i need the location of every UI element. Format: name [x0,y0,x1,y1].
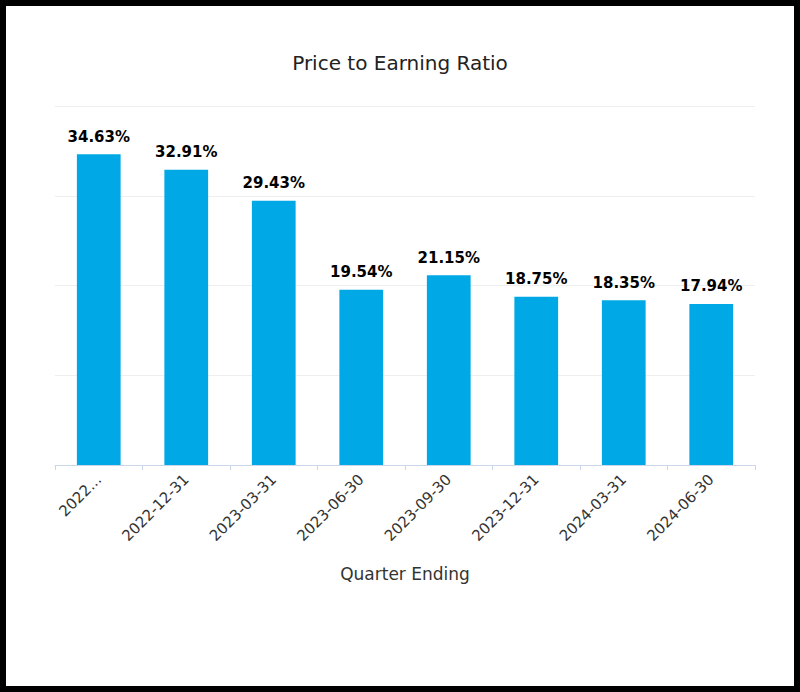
svg-text:2023-09-30: 2023-09-30 [381,471,455,545]
svg-text:18.35%: 18.35% [593,274,655,292]
svg-text:21.15%: 21.15% [418,249,480,267]
svg-text:19.54%: 19.54% [330,263,392,281]
svg-text:17.94%: 17.94% [680,277,742,295]
svg-text:2022...: 2022... [55,471,105,521]
svg-text:Quarter Ending: Quarter Ending [340,564,470,584]
svg-text:Price to Earning Ratio: Price to Earning Ratio [292,51,508,75]
svg-text:2022-12-31: 2022-12-31 [118,471,192,545]
svg-text:34.63%: 34.63% [68,128,130,146]
svg-text:32.91%: 32.91% [155,143,217,161]
svg-text:2024-03-31: 2024-03-31 [556,471,630,545]
svg-text:2023-12-31: 2023-12-31 [468,471,542,545]
svg-text:2023-06-30: 2023-06-30 [293,471,367,545]
svg-text:18.75%: 18.75% [505,270,567,288]
svg-text:2023-03-31: 2023-03-31 [206,471,280,545]
svg-text:29.43%: 29.43% [243,174,305,192]
svg-text:2024-06-30: 2024-06-30 [643,471,717,545]
